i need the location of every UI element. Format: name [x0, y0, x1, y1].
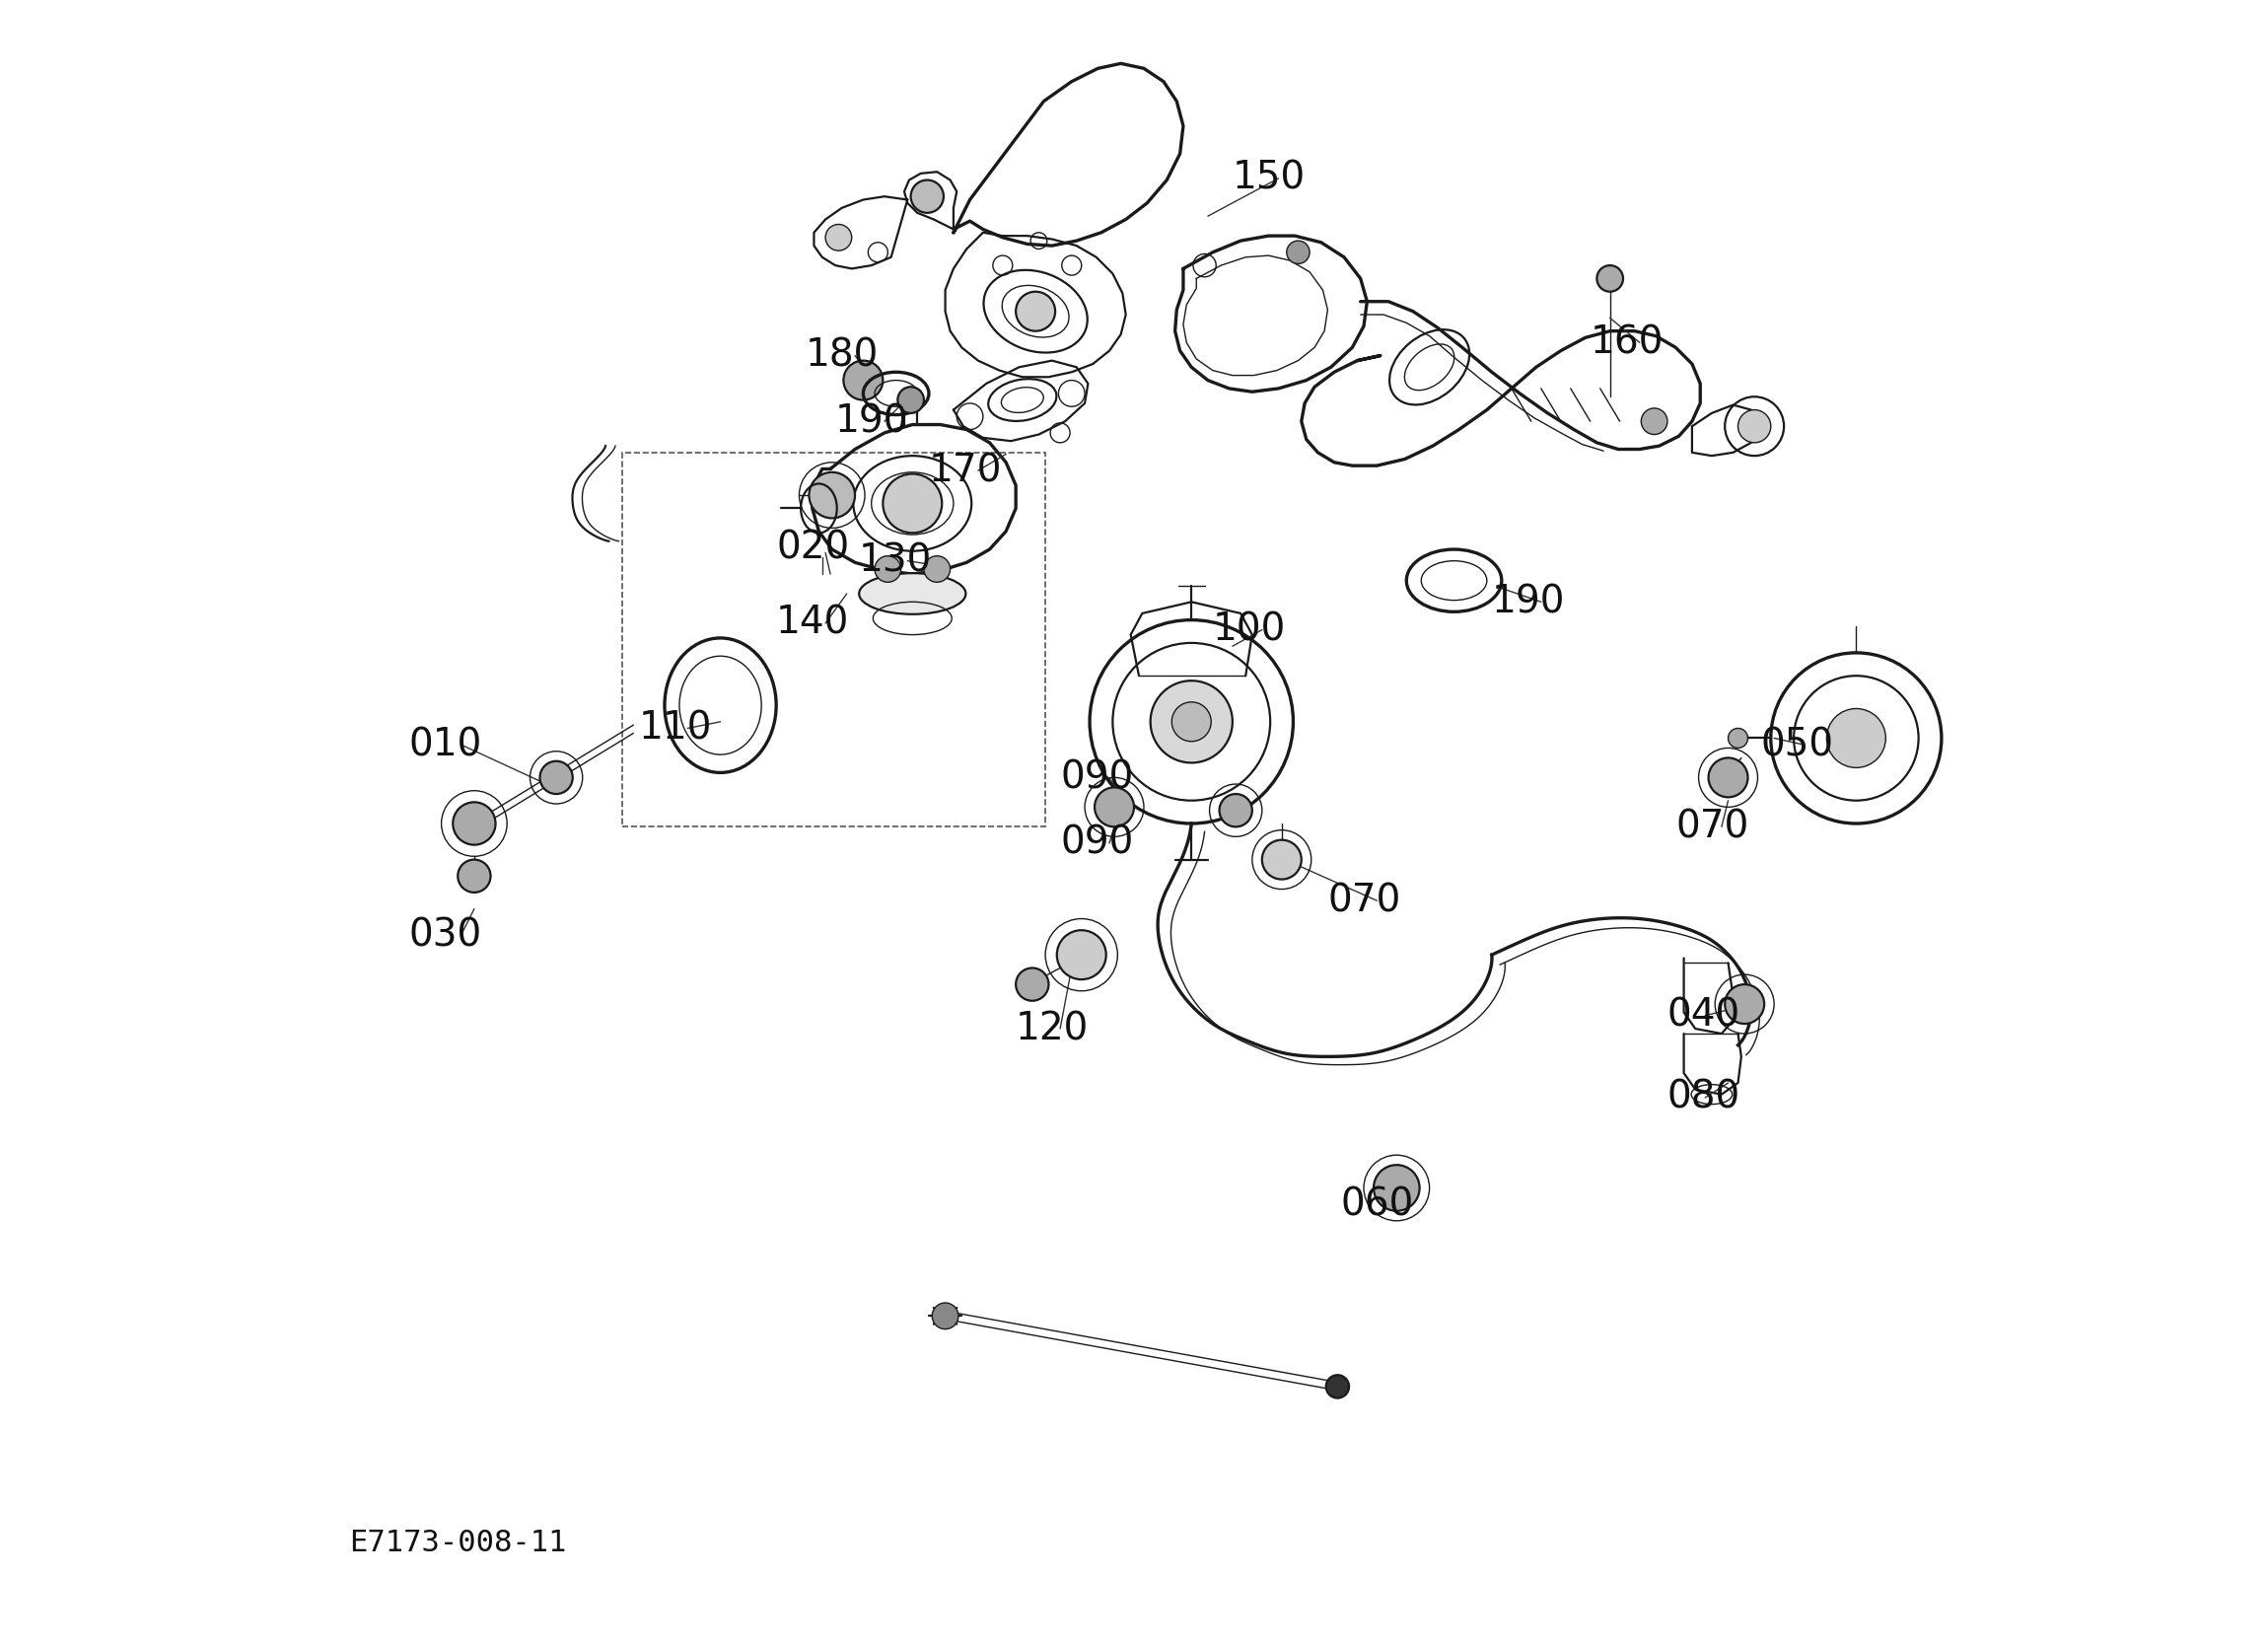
Text: 160: 160 [1590, 324, 1665, 361]
Circle shape [1016, 968, 1048, 1001]
Circle shape [1642, 408, 1667, 435]
Circle shape [1095, 787, 1134, 827]
Circle shape [1826, 708, 1885, 768]
Circle shape [1374, 1164, 1420, 1211]
Text: 030: 030 [408, 916, 481, 954]
Text: 090: 090 [1059, 759, 1134, 796]
Circle shape [1726, 985, 1765, 1024]
Circle shape [826, 224, 853, 250]
Circle shape [810, 473, 855, 519]
Text: 150: 150 [1232, 160, 1306, 198]
Circle shape [1016, 292, 1055, 331]
Text: 070: 070 [1327, 881, 1402, 919]
Text: 170: 170 [930, 451, 1002, 489]
Text: 140: 140 [776, 604, 850, 642]
Circle shape [1173, 702, 1211, 741]
Circle shape [1708, 758, 1749, 797]
Circle shape [882, 474, 941, 534]
Text: E7173-008-11: E7173-008-11 [349, 1528, 567, 1556]
Circle shape [1286, 240, 1309, 264]
Text: 090: 090 [1059, 825, 1134, 861]
Text: 050: 050 [1760, 726, 1835, 764]
Circle shape [458, 860, 490, 893]
Text: 180: 180 [805, 338, 880, 374]
Circle shape [454, 802, 494, 845]
Text: 060: 060 [1340, 1186, 1415, 1224]
Circle shape [1597, 265, 1624, 292]
Circle shape [1728, 728, 1749, 748]
Text: 130: 130 [857, 542, 932, 580]
Circle shape [923, 557, 950, 581]
Circle shape [1220, 794, 1252, 827]
Circle shape [1150, 680, 1232, 763]
Circle shape [540, 761, 574, 794]
Ellipse shape [860, 573, 966, 614]
Circle shape [898, 387, 923, 413]
Text: 110: 110 [637, 710, 712, 748]
Text: 020: 020 [776, 529, 850, 567]
Text: 190: 190 [835, 402, 909, 440]
Circle shape [932, 1303, 959, 1329]
Text: 040: 040 [1667, 996, 1740, 1034]
Circle shape [1737, 410, 1771, 443]
Text: 070: 070 [1676, 809, 1749, 845]
Circle shape [1261, 840, 1302, 879]
Circle shape [875, 557, 900, 581]
Circle shape [844, 361, 882, 400]
Text: 100: 100 [1213, 611, 1286, 649]
Circle shape [1057, 931, 1107, 980]
Text: 010: 010 [408, 726, 481, 764]
Circle shape [912, 180, 943, 212]
Text: 080: 080 [1667, 1079, 1740, 1117]
Bar [621, 453, 1046, 827]
Text: 120: 120 [1016, 1010, 1089, 1047]
Text: 190: 190 [1492, 583, 1565, 621]
Circle shape [1327, 1375, 1349, 1398]
